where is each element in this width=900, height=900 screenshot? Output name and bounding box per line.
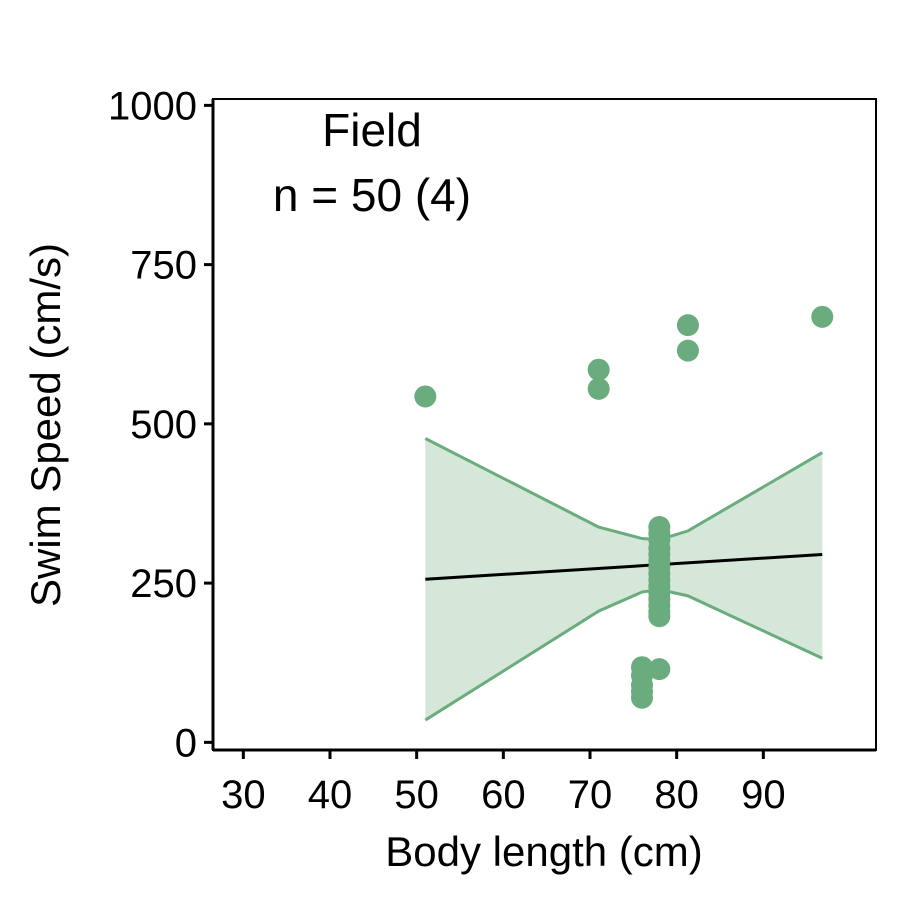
x-tick-label: 30 (221, 773, 266, 817)
data-point (414, 385, 437, 408)
x-tick-label: 50 (394, 773, 439, 817)
y-tick-label: 500 (130, 403, 197, 447)
y-axis-title: Swim Speed (cm/s) (22, 243, 69, 607)
annotation-title: Field (322, 104, 422, 156)
x-ticks: 30 40 50 60 70 80 90 (221, 750, 786, 817)
y-tick-label: 750 (130, 244, 197, 288)
data-point (587, 377, 610, 400)
x-tick-label: 60 (481, 773, 526, 817)
x-axis-title: Body length (cm) (385, 828, 702, 875)
y-tick-label: 250 (130, 562, 197, 606)
x-tick-label: 90 (741, 773, 786, 817)
data-point (648, 605, 671, 628)
x-tick-label: 80 (654, 773, 699, 817)
y-ticks: 0 250 500 750 1000 (108, 84, 213, 765)
y-tick-label: 0 (175, 721, 197, 765)
data-point (676, 314, 699, 337)
confidence-band (425, 438, 823, 721)
regression-line (425, 552, 823, 581)
y-tick-label: 1000 (108, 84, 197, 128)
data-point (648, 658, 671, 681)
annotation-sample-size: n = 50 (4) (273, 169, 471, 221)
x-tick-label: 70 (568, 773, 613, 817)
data-points (414, 305, 834, 709)
data-point (587, 358, 610, 381)
x-tick-label: 40 (308, 773, 353, 817)
data-point (811, 305, 834, 328)
data-point (631, 686, 653, 709)
data-point (676, 339, 699, 362)
